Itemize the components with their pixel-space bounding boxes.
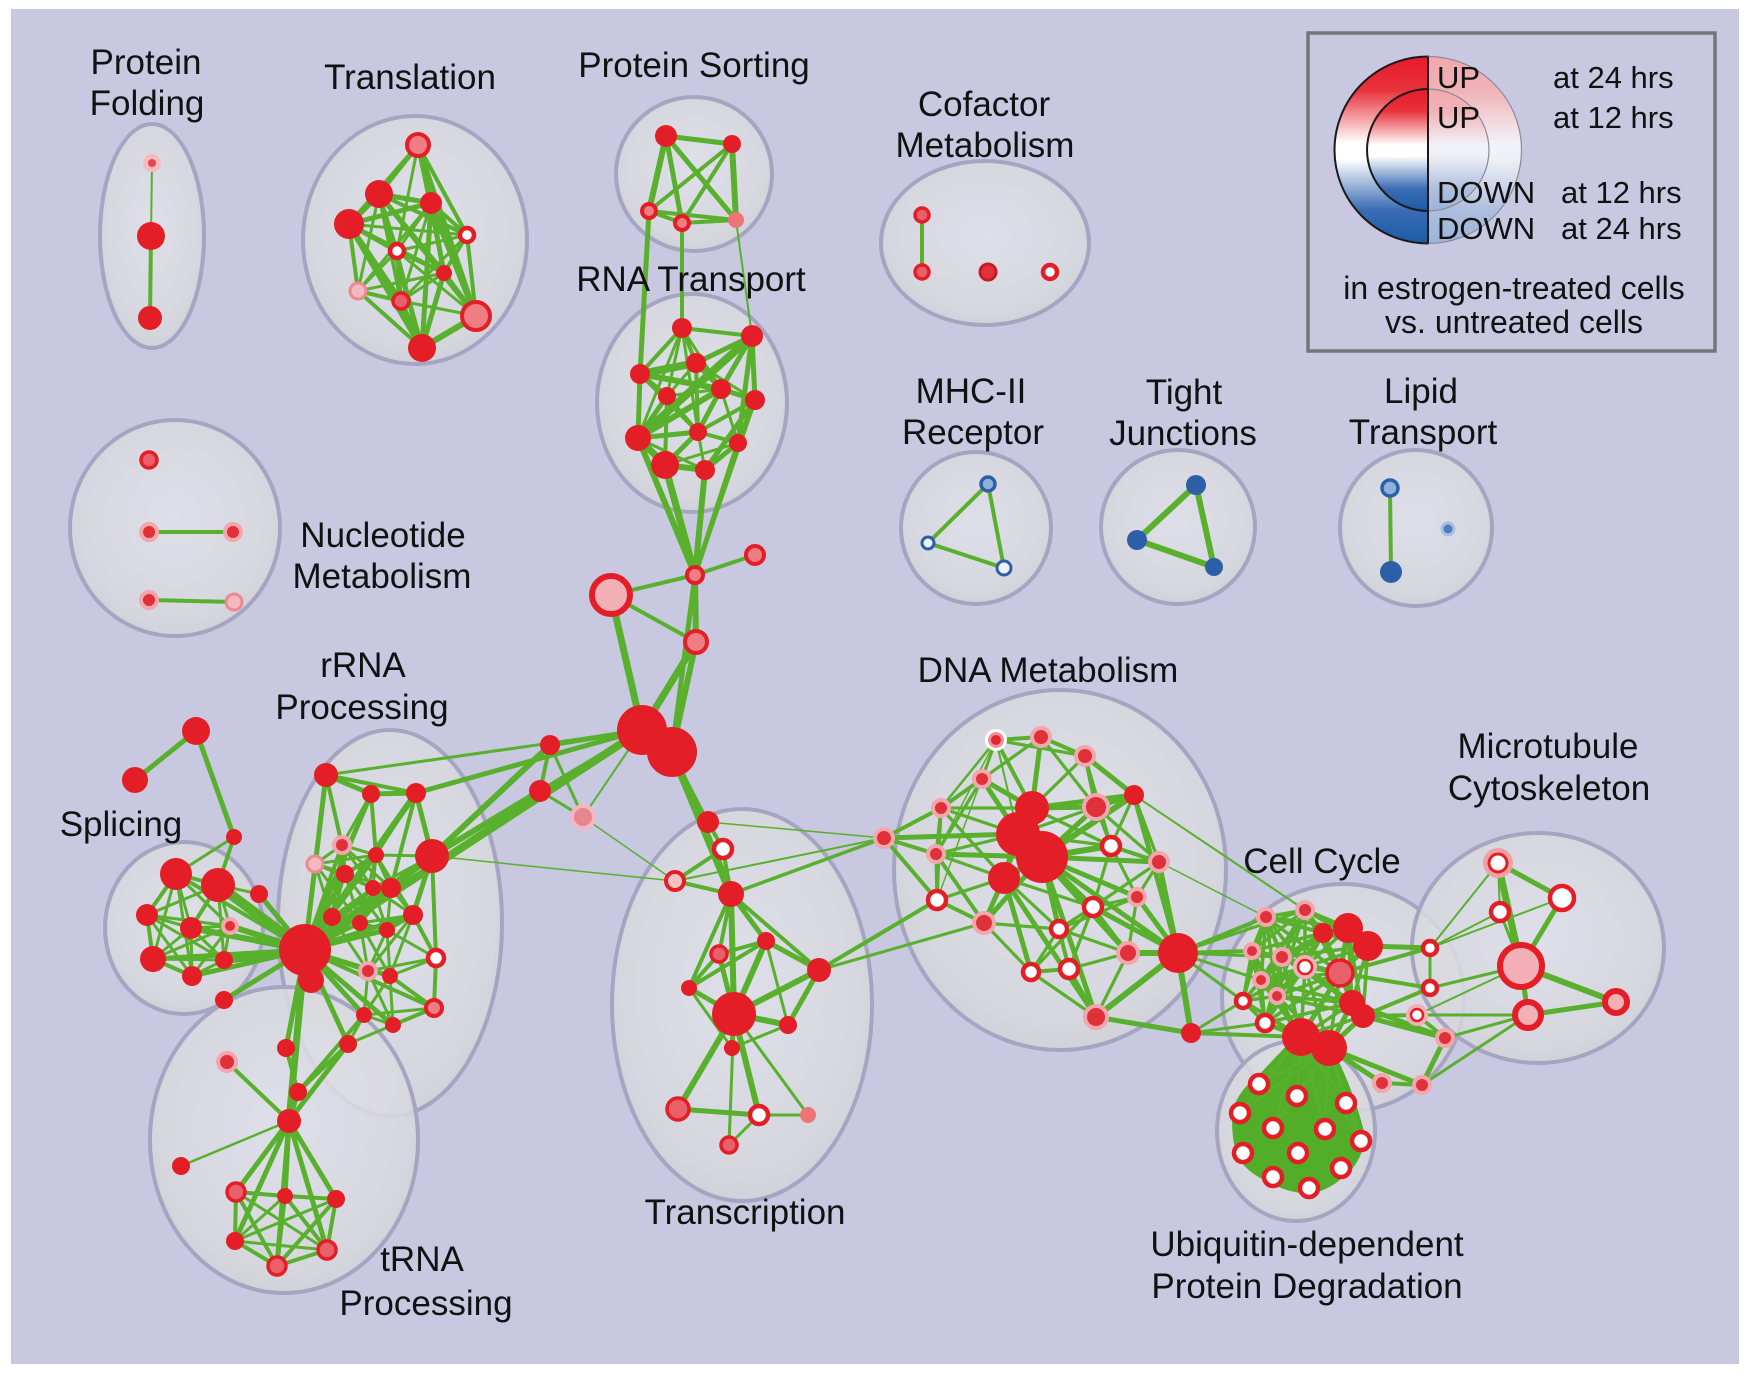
svg-text:at 24 hrs: at 24 hrs — [1553, 60, 1674, 95]
svg-text:Transcription: Transcription — [645, 1193, 846, 1232]
svg-text:DOWN: DOWN — [1437, 211, 1535, 246]
svg-text:Cofactor: Cofactor — [918, 85, 1051, 124]
svg-text:Lipid: Lipid — [1384, 372, 1458, 411]
svg-text:Protein Sorting: Protein Sorting — [578, 46, 810, 85]
svg-text:Cell Cycle: Cell Cycle — [1243, 842, 1401, 881]
svg-text:UP: UP — [1437, 60, 1480, 95]
svg-text:RNA Transport: RNA Transport — [576, 260, 806, 299]
svg-text:MHC-II: MHC-II — [916, 372, 1027, 411]
svg-text:in estrogen-treated cells: in estrogen-treated cells — [1343, 270, 1685, 306]
svg-text:Metabolism: Metabolism — [293, 557, 472, 596]
svg-text:tRNA: tRNA — [380, 1240, 464, 1279]
svg-text:Junctions: Junctions — [1109, 414, 1257, 453]
svg-text:Splicing: Splicing — [60, 805, 183, 844]
svg-text:Protein: Protein — [91, 43, 202, 82]
svg-text:UP: UP — [1437, 100, 1480, 135]
svg-text:Processing: Processing — [339, 1284, 512, 1323]
svg-text:Tight: Tight — [1146, 373, 1223, 412]
svg-text:Nucleotide: Nucleotide — [300, 516, 465, 555]
svg-text:Processing: Processing — [275, 688, 448, 727]
svg-text:Folding: Folding — [90, 84, 205, 123]
svg-text:Ubiquitin-dependent: Ubiquitin-dependent — [1150, 1225, 1464, 1264]
svg-text:Translation: Translation — [324, 58, 496, 97]
svg-text:DNA Metabolism: DNA Metabolism — [918, 651, 1179, 690]
svg-text:Protein Degradation: Protein Degradation — [1151, 1267, 1462, 1306]
svg-text:Microtubule: Microtubule — [1458, 727, 1639, 766]
svg-text:at 12 hrs: at 12 hrs — [1561, 175, 1682, 210]
svg-text:DOWN: DOWN — [1437, 175, 1535, 210]
svg-text:Receptor: Receptor — [902, 413, 1044, 452]
svg-text:Metabolism: Metabolism — [896, 126, 1075, 165]
svg-text:Transport: Transport — [1349, 413, 1498, 452]
svg-text:at 12 hrs: at 12 hrs — [1553, 100, 1674, 135]
svg-text:Cytoskeleton: Cytoskeleton — [1448, 769, 1650, 808]
svg-text:rRNA: rRNA — [320, 646, 406, 685]
svg-text:vs. untreated cells: vs. untreated cells — [1385, 304, 1643, 340]
svg-text:at 24 hrs: at 24 hrs — [1561, 211, 1682, 246]
